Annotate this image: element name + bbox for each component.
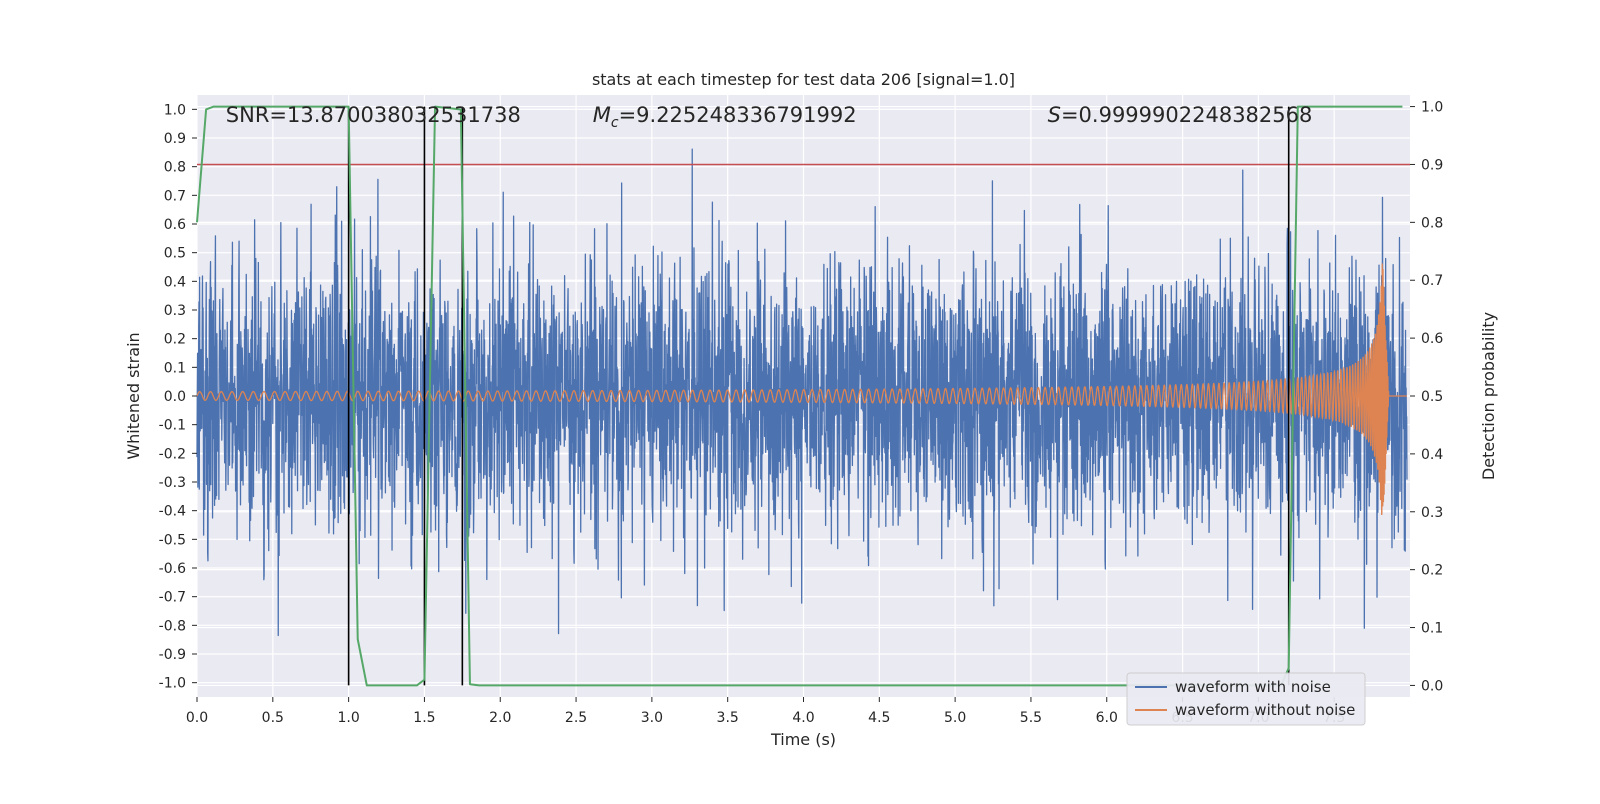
score-annotation: S=0.9999902248382568 bbox=[1048, 103, 1313, 127]
y2-tick-label: 0.8 bbox=[1421, 215, 1443, 231]
chirp-mass-symbol: M bbox=[593, 103, 611, 127]
y2-tick-label: 0.5 bbox=[1421, 389, 1443, 405]
y-tick-label: -0.5 bbox=[159, 532, 186, 548]
x-tick-label: 5.5 bbox=[1020, 710, 1042, 726]
y-tick-label: -0.2 bbox=[159, 446, 186, 462]
y-tick-label: 0.3 bbox=[164, 303, 186, 319]
y2-axis-ticks: 1.0 0.9 0.8 0.7 0.6 0.5 0.4 0.3 0.2 0.1 0.0 bbox=[1410, 100, 1443, 694]
y-tick-label: 0.7 bbox=[164, 188, 186, 204]
y-tick-label: -0.6 bbox=[159, 561, 186, 577]
series-layer bbox=[196, 148, 1408, 637]
y-tick-label: 0.8 bbox=[164, 160, 186, 176]
chart-title: stats at each timestep for test data 206… bbox=[592, 70, 1015, 89]
series-line-clean bbox=[196, 263, 1407, 516]
y2-tick-label: 0.0 bbox=[1421, 678, 1443, 694]
legend-box bbox=[1126, 672, 1366, 726]
y-axis-ticks: 1.0 0.9 0.8 0.7 0.6 0.5 0.4 0.3 0.2 0.1 0.0 -0.1 -0.… bbox=[159, 102, 197, 692]
x-tick-label: 0.5 bbox=[262, 710, 284, 726]
x-tick-label: 0.0 bbox=[186, 710, 208, 726]
y-tick-label: 0.4 bbox=[164, 274, 186, 290]
y-tick-label: -0.1 bbox=[159, 418, 186, 434]
y-tick-label: -1.0 bbox=[159, 676, 186, 692]
chirp-mass-subscript: c bbox=[611, 115, 619, 131]
legend: waveform with noise waveform without noi… bbox=[1126, 672, 1366, 726]
y2-tick-label: 1.0 bbox=[1421, 100, 1443, 116]
score-symbol: S bbox=[1048, 103, 1061, 127]
y-tick-label: 0.0 bbox=[164, 389, 186, 405]
y-tick-label: 0.6 bbox=[164, 217, 186, 233]
y2-axis-label: Detection probability bbox=[1479, 312, 1498, 480]
y2-tick-label: 0.4 bbox=[1421, 447, 1443, 463]
y-axis-label: Whitened strain bbox=[124, 332, 143, 459]
x-tick-label: 4.5 bbox=[868, 710, 890, 726]
x-axis-label: Time (s) bbox=[770, 730, 836, 749]
y-tick-label: -0.8 bbox=[159, 618, 186, 634]
y-tick-label: -0.9 bbox=[159, 647, 186, 663]
x-tick-label: 2.5 bbox=[565, 710, 587, 726]
y2-tick-label: 0.2 bbox=[1421, 563, 1443, 579]
series-line-noisy bbox=[196, 148, 1408, 637]
score-value: =0.9999902248382568 bbox=[1061, 103, 1312, 127]
y-tick-label: 1.0 bbox=[164, 102, 186, 118]
x-tick-label: 3.0 bbox=[641, 710, 663, 726]
x-tick-label: 3.5 bbox=[717, 710, 739, 726]
snr-annotation: SNR=13.870038032531738 bbox=[226, 103, 521, 127]
y-tick-label: -0.4 bbox=[159, 504, 186, 520]
y-tick-label: -0.3 bbox=[159, 475, 186, 491]
y2-tick-label: 0.6 bbox=[1421, 331, 1443, 347]
x-tick-label: 6.0 bbox=[1096, 710, 1118, 726]
chirp-mass-value: =9.225248336791992 bbox=[619, 103, 857, 127]
y2-tick-label: 0.3 bbox=[1421, 505, 1443, 521]
x-tick-label: 4.0 bbox=[792, 710, 814, 726]
y2-tick-label: 0.1 bbox=[1421, 621, 1443, 637]
chirp-mass-annotation: Mc=9.225248336791992 bbox=[593, 103, 857, 131]
y-tick-label: 0.9 bbox=[164, 131, 186, 147]
legend-label-clean: waveform without noise bbox=[1175, 701, 1355, 719]
y-tick-label: 0.5 bbox=[164, 246, 186, 262]
x-tick-label: 1.5 bbox=[413, 710, 435, 726]
y2-tick-label: 0.9 bbox=[1421, 157, 1443, 173]
x-tick-label: 1.0 bbox=[337, 710, 359, 726]
x-tick-label: 5.0 bbox=[944, 710, 966, 726]
x-tick-label: 2.0 bbox=[489, 710, 511, 726]
legend-label-noisy: waveform with noise bbox=[1175, 678, 1331, 696]
y-tick-label: -0.7 bbox=[159, 590, 186, 606]
y-tick-label: 0.1 bbox=[164, 360, 186, 376]
y2-tick-label: 0.7 bbox=[1421, 273, 1443, 289]
y-tick-label: 0.2 bbox=[164, 332, 186, 348]
